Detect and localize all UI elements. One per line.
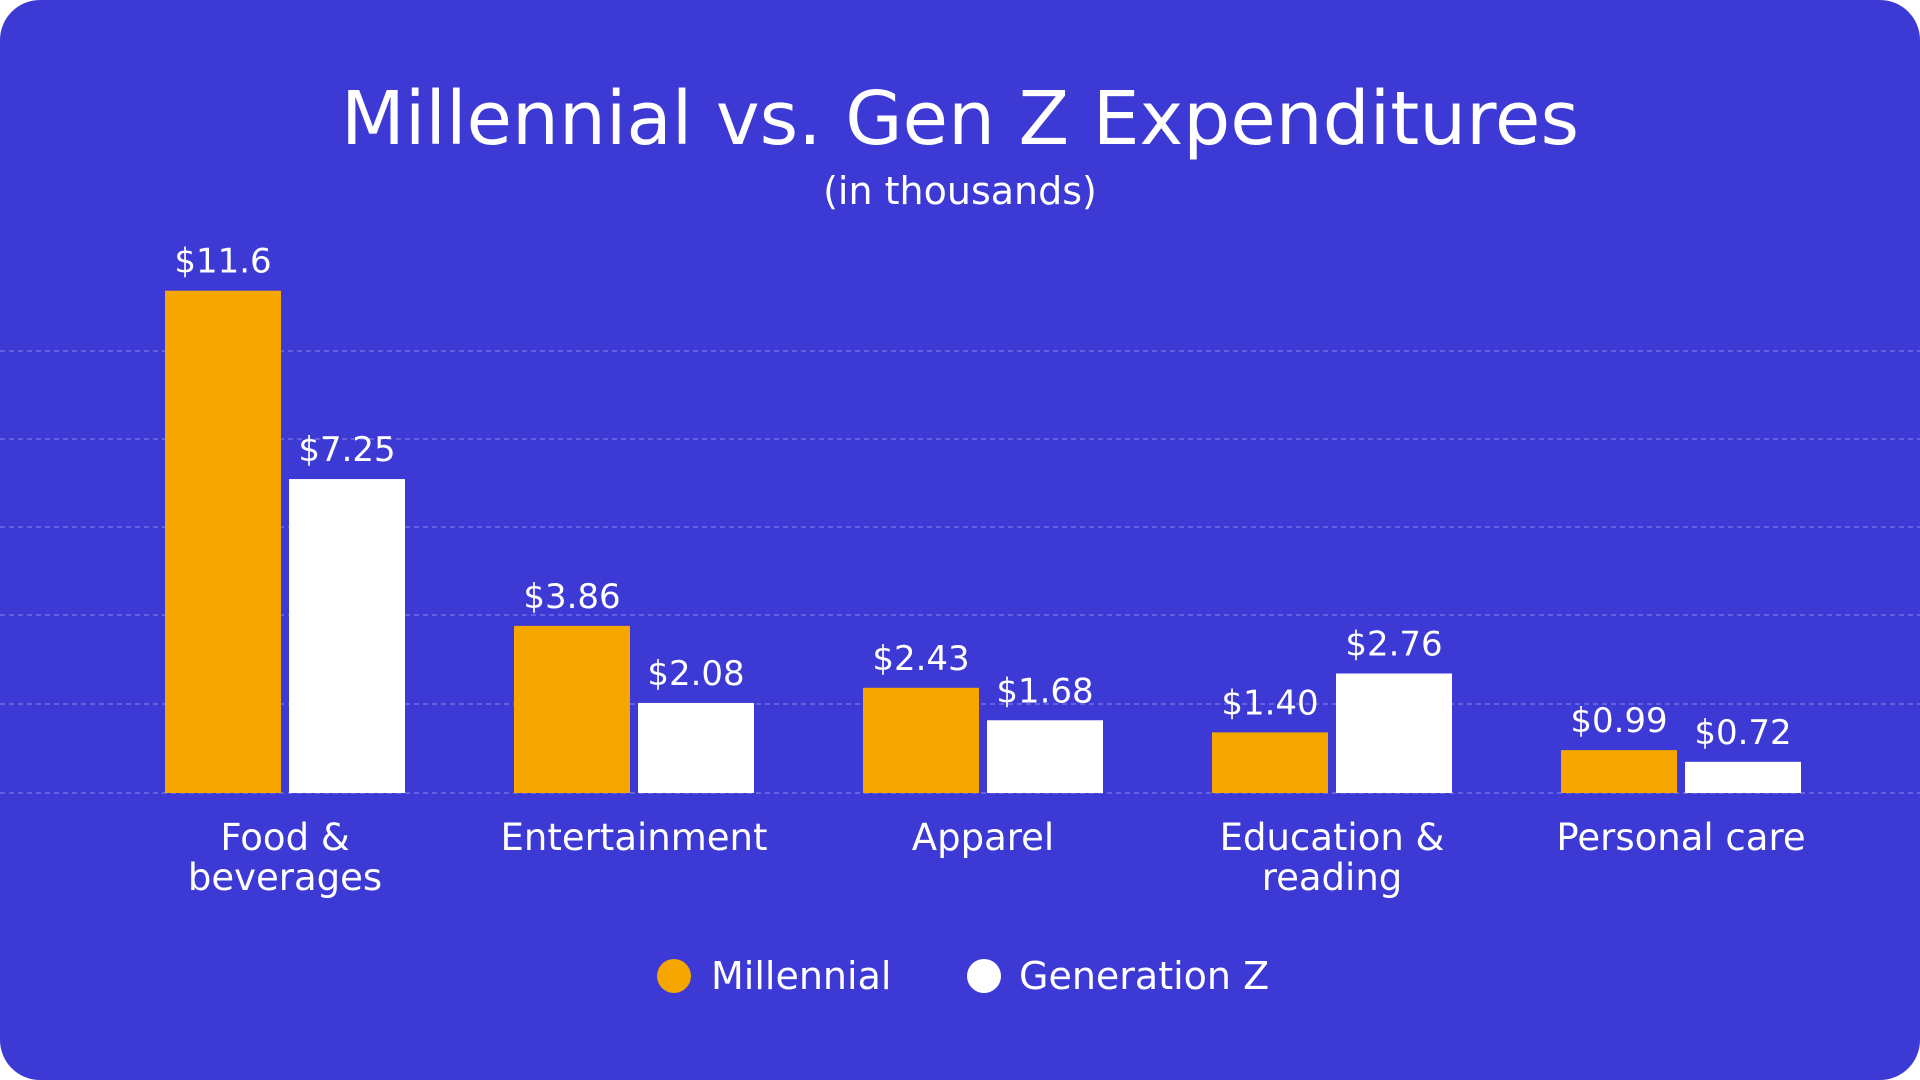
data-label: $2.43 <box>872 639 969 679</box>
bar-genz <box>987 720 1103 793</box>
bar-millennial <box>863 687 979 793</box>
x-tick-label: Personal care <box>1556 816 1805 859</box>
bar-genz <box>1336 673 1452 793</box>
data-label: $0.72 <box>1694 713 1791 753</box>
bar-millennial <box>1561 750 1677 793</box>
data-label: $0.99 <box>1570 701 1667 741</box>
x-tick-label: reading <box>1262 856 1403 899</box>
bar-genz <box>1685 761 1801 793</box>
data-label: $2.76 <box>1345 624 1442 664</box>
x-tick-label: Food & <box>220 816 349 859</box>
data-label: $3.86 <box>523 577 620 617</box>
legend-swatch <box>657 959 691 993</box>
data-label: $1.68 <box>996 671 1093 711</box>
bar-millennial <box>514 625 630 793</box>
data-label: $1.40 <box>1221 683 1318 723</box>
bar-genz <box>289 479 405 793</box>
chart-title: Millennial vs. Gen Z Expenditures <box>340 76 1580 162</box>
data-label: $2.08 <box>647 654 744 694</box>
x-tick-label: Entertainment <box>501 816 768 859</box>
legend-swatch <box>967 959 1001 993</box>
bar-millennial <box>165 290 281 793</box>
data-label: $7.25 <box>298 430 395 470</box>
legend-label: Generation Z <box>1019 954 1269 998</box>
bar-millennial <box>1212 732 1328 793</box>
x-tick-label: Apparel <box>912 816 1054 859</box>
bar-genz <box>638 702 754 793</box>
x-tick-label: beverages <box>188 856 382 899</box>
legend-label: Millennial <box>711 954 891 998</box>
chart-subtitle: (in thousands) <box>823 169 1097 213</box>
data-label: $11.6 <box>174 242 271 282</box>
x-tick-label: Education & <box>1220 816 1445 859</box>
